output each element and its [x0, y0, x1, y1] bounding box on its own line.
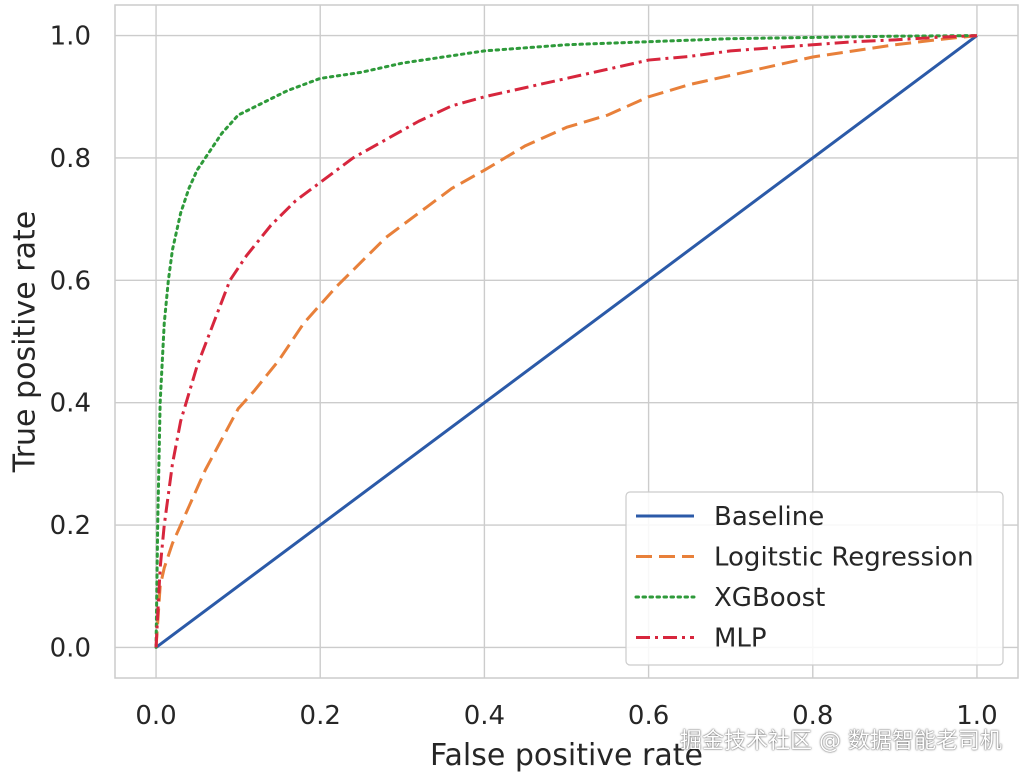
- x-tick-label: 0.0: [135, 701, 176, 731]
- series-line-baseline: [155, 34, 978, 649]
- plot-area-frame: [114, 4, 1019, 679]
- y-axis-label: True positive rate: [8, 211, 43, 473]
- legend-label: XGBoost: [714, 583, 825, 613]
- watermark-text: 掘金技术社区 @ 数据智能老司机: [680, 729, 1002, 754]
- y-tick-label: 1.0: [50, 22, 91, 52]
- x-tick-label: 0.8: [792, 701, 833, 731]
- grid: [115, 5, 1018, 678]
- y-tick-label: 0.6: [50, 266, 91, 296]
- x-tick-label: 0.4: [464, 701, 505, 731]
- legend-box: [625, 491, 1004, 666]
- legend-label: MLP: [714, 624, 767, 654]
- y-tick-label: 0.8: [50, 144, 91, 174]
- series-layer: [154, 34, 979, 649]
- legend-label: Baseline: [714, 502, 824, 532]
- x-tick-label: 0.2: [300, 701, 341, 731]
- legend: Baseline Logitstic Regression XGBoost MLP: [625, 491, 1004, 666]
- x-axis-label: False positive rate: [430, 738, 703, 773]
- series-line-xgboost: [154, 34, 979, 649]
- legend-label: Logitstic Regression: [714, 543, 974, 573]
- y-axis-ticks: 0.0 0.2 0.4 0.6 0.8 1.0: [50, 22, 91, 664]
- x-tick-label: 0.6: [628, 701, 669, 731]
- x-axis-ticks: 0.0 0.2 0.4 0.6 0.8 1.0: [135, 701, 997, 731]
- y-tick-label: 0.4: [50, 389, 91, 419]
- y-tick-label: 0.0: [50, 633, 91, 663]
- x-tick-label: 1.0: [956, 701, 997, 731]
- series-line-logitstic-regression: [154, 34, 978, 648]
- legend-items: Baseline Logitstic Regression XGBoost MLP: [634, 502, 974, 654]
- series-line-mlp: [154, 34, 978, 648]
- y-tick-label: 0.2: [50, 511, 91, 541]
